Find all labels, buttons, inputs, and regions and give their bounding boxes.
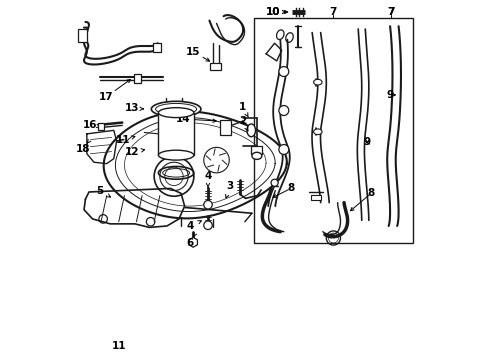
Text: 17: 17 bbox=[99, 92, 113, 102]
Text: 13: 13 bbox=[125, 103, 139, 113]
Bar bbox=[310, 195, 320, 201]
Polygon shape bbox=[265, 43, 281, 61]
Ellipse shape bbox=[313, 79, 322, 85]
Text: 14: 14 bbox=[176, 114, 190, 124]
Bar bbox=[251, 146, 261, 154]
Text: 16: 16 bbox=[83, 120, 98, 130]
Ellipse shape bbox=[251, 152, 261, 159]
Bar bbox=[220, 120, 231, 135]
Circle shape bbox=[278, 105, 288, 116]
Ellipse shape bbox=[246, 124, 255, 137]
Ellipse shape bbox=[158, 166, 193, 179]
Bar bbox=[210, 63, 220, 70]
Text: 6: 6 bbox=[186, 238, 194, 248]
Text: 10: 10 bbox=[265, 7, 280, 17]
Bar bbox=[78, 29, 87, 42]
Ellipse shape bbox=[158, 108, 193, 118]
Text: 9: 9 bbox=[386, 90, 393, 100]
Ellipse shape bbox=[313, 129, 322, 135]
Polygon shape bbox=[84, 188, 184, 228]
Circle shape bbox=[278, 67, 288, 77]
Text: 7: 7 bbox=[329, 7, 336, 17]
Text: 4: 4 bbox=[186, 221, 194, 231]
Text: 11: 11 bbox=[112, 341, 126, 351]
Text: 10: 10 bbox=[265, 7, 280, 17]
Text: 7: 7 bbox=[386, 7, 394, 17]
Bar bbox=[254, 18, 412, 243]
Text: 12: 12 bbox=[125, 147, 139, 157]
Circle shape bbox=[278, 144, 288, 154]
Text: 8: 8 bbox=[366, 188, 374, 198]
Polygon shape bbox=[87, 130, 116, 164]
Bar bbox=[152, 43, 161, 52]
Circle shape bbox=[203, 221, 212, 230]
Text: 18: 18 bbox=[75, 144, 90, 154]
Text: 2: 2 bbox=[239, 116, 246, 126]
Ellipse shape bbox=[158, 150, 193, 160]
Text: 8: 8 bbox=[287, 183, 294, 193]
Text: 4: 4 bbox=[204, 171, 211, 181]
Text: 3: 3 bbox=[226, 181, 233, 191]
Text: 11: 11 bbox=[116, 135, 130, 145]
Text: 7: 7 bbox=[386, 7, 394, 17]
Bar bbox=[133, 75, 141, 83]
Text: 15: 15 bbox=[185, 47, 200, 57]
Text: 9: 9 bbox=[363, 137, 370, 147]
Text: 5: 5 bbox=[96, 185, 103, 195]
Text: 1: 1 bbox=[239, 102, 246, 112]
Circle shape bbox=[270, 179, 278, 186]
Bar bbox=[98, 123, 103, 130]
Circle shape bbox=[203, 201, 212, 209]
Ellipse shape bbox=[151, 101, 201, 117]
Bar bbox=[158, 113, 193, 155]
